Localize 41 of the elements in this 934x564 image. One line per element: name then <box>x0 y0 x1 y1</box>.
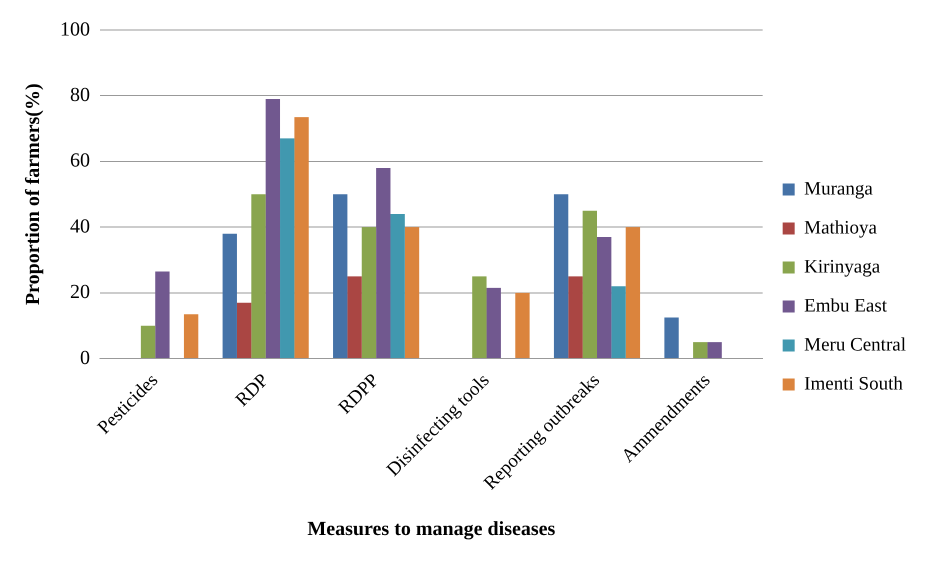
bar <box>626 227 640 358</box>
bar <box>294 117 309 358</box>
bar <box>184 314 198 358</box>
y-tick-label: 80 <box>70 84 90 106</box>
bar <box>222 234 237 358</box>
bar <box>390 214 405 358</box>
bar <box>376 168 390 358</box>
bar <box>266 98 280 358</box>
bar <box>347 276 362 358</box>
legend-label: Mathioya <box>804 217 878 238</box>
bar <box>568 276 583 358</box>
bar <box>404 227 420 358</box>
y-tick-label: 0 <box>80 346 90 369</box>
bar <box>236 302 252 358</box>
legend-label: Muranga <box>804 178 874 200</box>
bar <box>362 227 376 358</box>
bar <box>472 276 487 358</box>
bar <box>597 236 612 358</box>
bar <box>582 210 598 358</box>
bar <box>515 292 530 358</box>
x-axis-title: Measures to manage diseases <box>307 518 556 540</box>
y-tick-label: 60 <box>70 150 90 172</box>
y-tick-label: 40 <box>70 215 90 238</box>
bar <box>611 286 626 358</box>
bar <box>707 342 722 358</box>
bar <box>333 194 348 358</box>
bar <box>251 194 266 358</box>
y-axis-title: Proportion of farmers(%) <box>22 83 44 306</box>
legend-label: Embu East <box>804 295 888 316</box>
bar <box>693 342 708 358</box>
bar <box>155 271 170 358</box>
legend-label: Meru Central <box>804 334 906 356</box>
legend-label: Imenti South <box>804 373 904 394</box>
bar <box>280 138 294 358</box>
y-tick-label: 20 <box>70 281 90 304</box>
y-tick-label: 100 <box>60 18 90 40</box>
bar <box>664 317 679 358</box>
bar <box>554 194 568 358</box>
bar <box>486 288 501 358</box>
bar <box>140 326 156 358</box>
legend-label: Kirinyaga <box>804 256 881 278</box>
